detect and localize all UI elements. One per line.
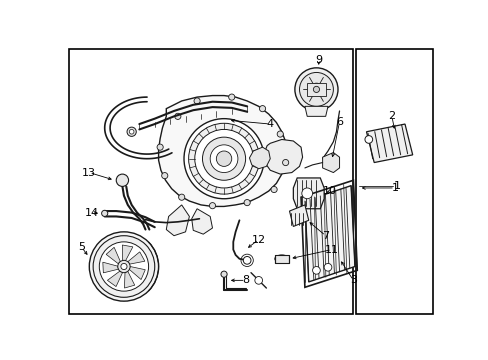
Circle shape [228,94,234,100]
Circle shape [121,264,127,270]
Circle shape [89,232,158,301]
Circle shape [202,137,245,180]
Polygon shape [106,247,120,264]
Circle shape [210,145,238,172]
Polygon shape [122,245,133,261]
Text: 10: 10 [323,186,337,196]
Circle shape [277,131,283,137]
Text: 5: 5 [78,242,85,252]
Ellipse shape [274,255,288,263]
Circle shape [118,260,130,273]
Text: 4: 4 [266,119,273,129]
Circle shape [216,151,231,166]
Text: 8: 8 [242,275,249,285]
Text: 9: 9 [315,55,322,65]
Polygon shape [249,147,270,169]
Circle shape [183,119,264,199]
Polygon shape [305,186,354,282]
Circle shape [282,159,288,166]
Text: 14: 14 [84,208,99,217]
Circle shape [364,136,372,143]
Circle shape [301,188,312,199]
Polygon shape [124,271,135,288]
Text: 2: 2 [387,111,395,121]
Circle shape [178,194,184,200]
Polygon shape [158,95,286,206]
Circle shape [270,186,277,193]
Polygon shape [366,124,412,163]
Bar [306,83,325,95]
Bar [356,49,432,314]
Circle shape [312,266,320,274]
Circle shape [127,127,136,136]
Circle shape [99,242,148,291]
Circle shape [221,271,226,277]
Circle shape [194,130,253,188]
Polygon shape [102,262,118,273]
Circle shape [188,123,259,194]
Text: 11: 11 [324,244,338,255]
Polygon shape [322,153,339,172]
Bar [68,49,353,314]
Circle shape [243,256,250,264]
Text: 12: 12 [251,235,265,244]
Text: 7: 7 [322,231,328,241]
Circle shape [254,276,262,284]
Bar [274,255,288,263]
Circle shape [259,105,265,112]
Polygon shape [289,205,308,226]
Circle shape [324,264,331,271]
Circle shape [157,144,163,150]
Text: 13: 13 [82,167,96,177]
Circle shape [102,210,107,216]
Polygon shape [305,106,327,116]
Text: 1: 1 [393,181,400,191]
Circle shape [310,83,322,95]
Polygon shape [191,209,212,234]
Circle shape [194,98,200,104]
Circle shape [313,86,319,93]
Circle shape [93,236,154,297]
Text: 6: 6 [335,117,343,127]
Circle shape [209,203,215,209]
Text: 1: 1 [391,183,398,193]
Text: 3: 3 [349,275,356,285]
Circle shape [129,130,134,134]
Circle shape [174,113,181,120]
Circle shape [244,199,250,206]
Polygon shape [127,252,144,264]
Polygon shape [264,139,302,174]
Circle shape [299,72,333,106]
Polygon shape [293,178,324,209]
Polygon shape [166,205,189,236]
Polygon shape [129,266,145,280]
Circle shape [294,68,337,111]
Circle shape [116,174,128,186]
Circle shape [162,172,167,179]
Polygon shape [107,271,122,287]
